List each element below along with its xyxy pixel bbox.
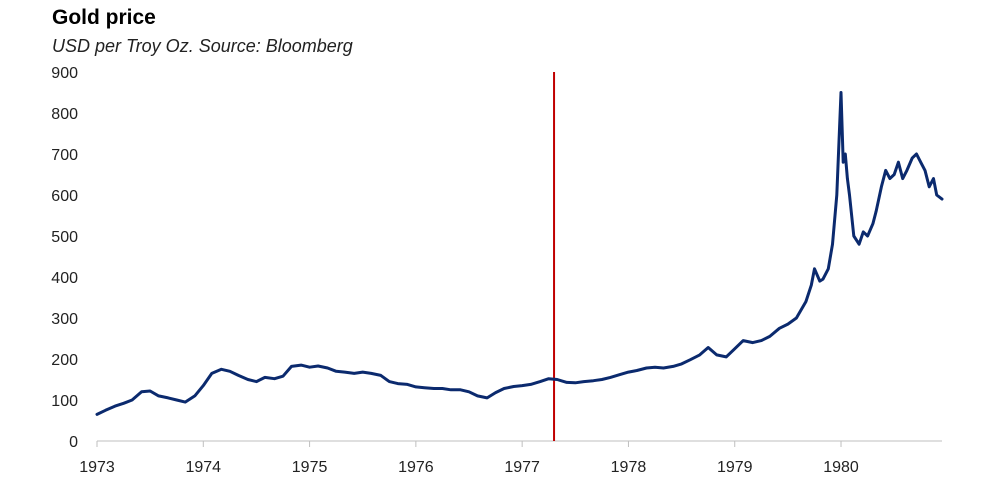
x-tick-label: 1974 [185,459,221,476]
y-axis: 0 100 200 300 400 500 600 700 800 900 [51,65,78,451]
y-tick-label: 900 [51,65,78,82]
y-tick-label: 500 [51,229,78,246]
x-tick-label: 1979 [717,459,753,476]
y-tick-label: 600 [51,188,78,205]
x-tick-label: 1977 [504,459,540,476]
chart-subtitle: USD per Troy Oz. Source: Bloomberg [52,36,353,56]
y-tick-label: 200 [51,352,78,369]
gold-price-series-line [95,91,944,416]
y-tick-label: 300 [51,311,78,328]
x-tick-label: 1978 [611,459,647,476]
x-axis: 1973 1974 1975 1976 1977 1978 1979 1980 [79,441,859,476]
y-tick-label: 700 [51,147,78,164]
x-tick-label: 1980 [823,459,859,476]
x-tick-label: 1976 [398,459,434,476]
x-tick-label: 1973 [79,459,115,476]
chart-title: Gold price [52,6,156,29]
x-tick-label: 1975 [292,459,328,476]
y-tick-label: 800 [51,106,78,123]
y-tick-label: 100 [51,393,78,410]
y-tick-label: 0 [69,434,78,451]
y-tick-label: 400 [51,270,78,287]
